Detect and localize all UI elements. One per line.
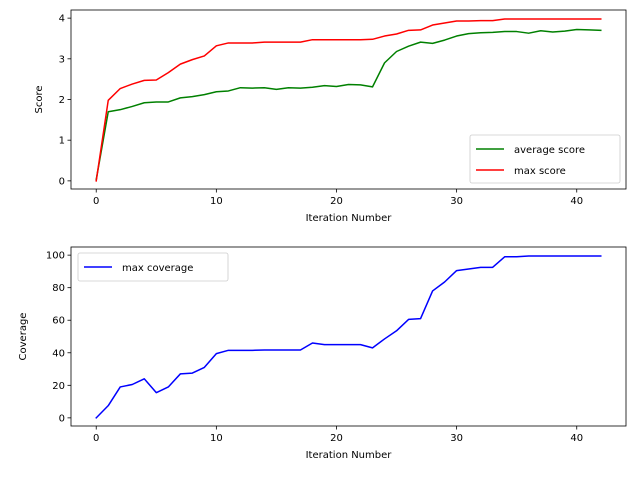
- coverage-chart: 0 10 20 30 40 0 20 40 60 80 100 Iteration Number Cov…: [18, 246, 627, 461]
- y-tick-label: 0: [59, 413, 65, 424]
- x-tick-label: 20: [330, 196, 343, 207]
- y-tick-label: 2: [59, 95, 65, 106]
- x-tick-label: 10: [210, 433, 223, 444]
- plot-frame: [70, 246, 627, 427]
- legend-box: [77, 252, 229, 282]
- legend-label: average score: [514, 145, 585, 156]
- y-tick-label: 4: [59, 14, 65, 25]
- x-axis-label: Iteration Number: [306, 213, 393, 224]
- legend: average score max score: [469, 134, 621, 184]
- x-tick-label: 0: [93, 196, 99, 207]
- x-tick-label: 0: [93, 433, 99, 444]
- legend-box: [469, 134, 621, 184]
- legend-label: max coverage: [122, 263, 193, 274]
- x-tick-label: 40: [570, 433, 583, 444]
- y-tick-label: 3: [59, 54, 65, 65]
- score-chart: 0 10 20 30 40 0 1 2 3 4 Iteration Number Score avera…: [34, 9, 627, 224]
- legend-label: max score: [514, 166, 566, 177]
- y-tick-label: 80: [52, 283, 65, 294]
- y-tick-label: 60: [52, 316, 65, 327]
- x-tick-label: 30: [450, 196, 463, 207]
- legend: max coverage: [77, 252, 229, 282]
- x-axis-label: Iteration Number: [306, 450, 393, 461]
- x-tick-label: 10: [210, 196, 223, 207]
- y-axis-label: Coverage: [18, 313, 29, 361]
- series-line-max-coverage: [95, 255, 602, 419]
- series-line-average-score: [95, 28, 602, 181]
- series-line-max-score: [95, 18, 602, 182]
- x-tick-label: 20: [330, 433, 343, 444]
- y-tick-label: 1: [59, 136, 65, 147]
- x-tick-label: 40: [570, 196, 583, 207]
- y-tick-label: 40: [52, 348, 65, 359]
- y-tick-label: 0: [59, 176, 65, 187]
- y-axis-label: Score: [34, 85, 45, 113]
- y-tick-label: 100: [46, 251, 65, 262]
- x-tick-label: 30: [450, 433, 463, 444]
- y-tick-label: 20: [52, 381, 65, 392]
